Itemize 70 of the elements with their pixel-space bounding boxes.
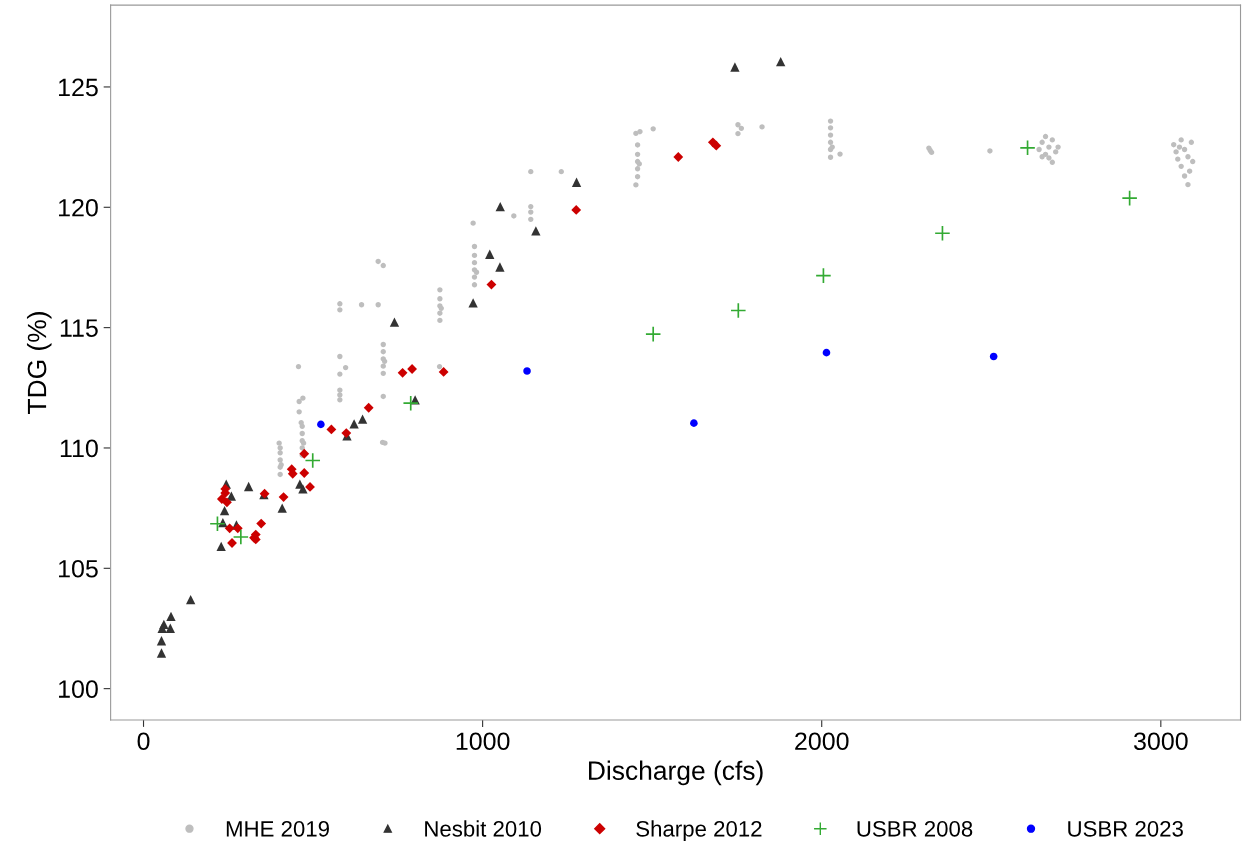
point bbox=[209, 515, 226, 532]
point bbox=[989, 352, 998, 361]
point bbox=[495, 262, 505, 272]
point bbox=[299, 448, 310, 459]
point bbox=[165, 623, 175, 633]
point bbox=[224, 523, 235, 534]
legend-label: MHE 2019 bbox=[226, 820, 329, 837]
point bbox=[256, 518, 267, 529]
x-axis-title: Discharge (cfs) bbox=[589, 760, 763, 786]
point bbox=[389, 317, 400, 327]
point bbox=[232, 528, 249, 546]
point bbox=[219, 505, 230, 516]
point bbox=[156, 648, 167, 658]
point bbox=[495, 201, 505, 212]
point bbox=[531, 226, 541, 236]
y-tick-label: 120 bbox=[59, 198, 98, 217]
point bbox=[934, 225, 951, 242]
point bbox=[407, 364, 417, 374]
legend-label: Sharpe 2012 bbox=[636, 820, 762, 842]
point bbox=[402, 395, 419, 412]
legend-label: USBR 2008 bbox=[857, 820, 973, 837]
legend-label: Nesbit 2010 bbox=[425, 820, 542, 837]
point bbox=[1019, 139, 1036, 156]
x-tick-label: 3000 bbox=[1133, 732, 1188, 751]
x-tick-label: 2000 bbox=[795, 732, 849, 751]
point bbox=[485, 249, 495, 259]
y-tick-label: 100 bbox=[59, 680, 98, 698]
point bbox=[159, 619, 169, 630]
point bbox=[571, 205, 582, 215]
point bbox=[243, 481, 254, 492]
point bbox=[326, 424, 337, 435]
point bbox=[278, 492, 289, 502]
point bbox=[304, 452, 321, 469]
x-tick-label: 1000 bbox=[456, 732, 510, 751]
point bbox=[571, 177, 582, 187]
point bbox=[486, 279, 497, 290]
point bbox=[438, 367, 449, 377]
y-tick-label: 110 bbox=[60, 439, 98, 458]
point bbox=[166, 611, 176, 622]
point bbox=[1121, 190, 1138, 207]
point bbox=[232, 523, 243, 534]
point bbox=[645, 326, 662, 343]
point bbox=[156, 636, 167, 646]
y-tick-label: 115 bbox=[60, 319, 98, 337]
point bbox=[298, 484, 308, 494]
point bbox=[523, 367, 531, 375]
point bbox=[822, 348, 831, 357]
point bbox=[277, 503, 287, 513]
point bbox=[730, 302, 747, 319]
point bbox=[711, 140, 722, 151]
point bbox=[317, 420, 325, 429]
point bbox=[186, 594, 196, 605]
point bbox=[776, 57, 786, 67]
point bbox=[222, 497, 232, 508]
point bbox=[673, 152, 684, 162]
point bbox=[397, 367, 408, 378]
legend-label: USBR 2023 bbox=[1068, 820, 1183, 837]
point bbox=[690, 419, 698, 427]
point bbox=[815, 267, 832, 284]
point bbox=[216, 541, 226, 552]
point bbox=[730, 62, 740, 72]
point bbox=[468, 298, 478, 308]
x-tick-label: 0 bbox=[137, 732, 150, 751]
y-tick-label: 105 bbox=[59, 559, 98, 578]
point bbox=[299, 468, 310, 478]
y-tick-label: 125 bbox=[59, 78, 98, 97]
y-axis-title: TDG (%) bbox=[26, 312, 52, 414]
point bbox=[349, 419, 359, 429]
point bbox=[363, 402, 374, 413]
point bbox=[357, 414, 368, 424]
